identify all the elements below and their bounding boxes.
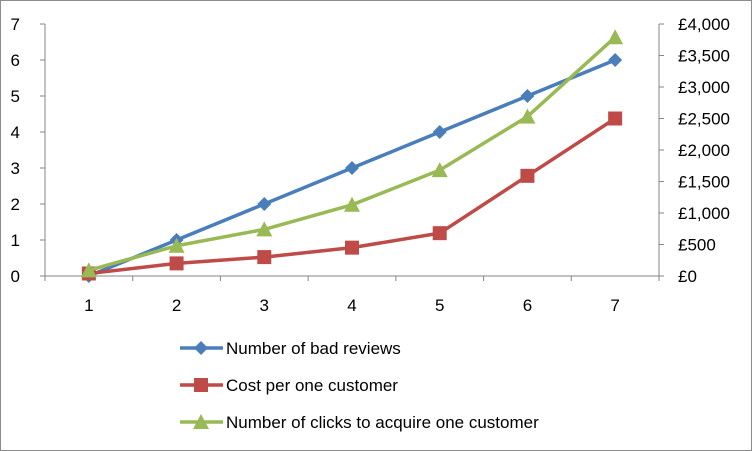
data-point-square (432, 226, 447, 241)
y-right-tick-label: £4,000 (678, 15, 730, 34)
data-point-triangle (431, 162, 448, 178)
y-left-tick-label: 7 (11, 15, 20, 34)
y-right-tick-label: £2,000 (678, 141, 730, 160)
legend-marker-triangle (193, 414, 209, 429)
legend-label: Number of clicks to acquire one customer (226, 413, 539, 432)
x-tick-label: 6 (523, 296, 532, 315)
data-point-triangle (80, 262, 97, 278)
series-2 (81, 111, 623, 281)
data-point-square (169, 256, 184, 271)
data-point-diamond (608, 53, 623, 67)
y-left-tick-label: 3 (11, 159, 20, 178)
y-left-tick-label: 5 (11, 87, 20, 106)
legend-marker-square (194, 378, 208, 392)
x-tick-label: 3 (260, 296, 269, 315)
y-right-tick-label: £1,500 (678, 173, 730, 192)
y-left-tick-label: 4 (11, 123, 20, 142)
data-point-triangle (256, 221, 273, 237)
x-tick-label: 5 (435, 296, 444, 315)
y-left-tick-label: 6 (11, 51, 20, 70)
x-tick-label: 1 (84, 296, 93, 315)
x-tick-label: 4 (347, 296, 356, 315)
legend-entry: Number of bad reviews (180, 339, 401, 358)
y-right-tick-label: £3,000 (678, 78, 730, 97)
data-point-diamond (345, 161, 359, 175)
x-tick-label: 7 (610, 296, 619, 315)
data-point-diamond (257, 197, 272, 211)
axes: 0 1 2 3 4 5 6 7 £0 £500 £1,000 £1,500 £2,000 £2,500 £3… (11, 15, 730, 315)
y-right-tick-label: £2,500 (678, 110, 730, 129)
data-point-diamond (432, 125, 447, 139)
legend-entry: Number of clicks to acquire one customer (180, 413, 539, 432)
legend-label: Number of bad reviews (226, 339, 401, 358)
data-point-square (520, 168, 535, 183)
series-3 (80, 29, 624, 278)
data-point-triangle (607, 29, 624, 45)
y-left-tick-label: 0 (11, 267, 20, 286)
legend-entry: Cost per one customer (180, 376, 398, 395)
y-right-tick-label: £0 (678, 267, 697, 286)
legend-marker-diamond (194, 341, 208, 355)
series-lines (80, 29, 624, 283)
data-point-triangle (168, 237, 185, 253)
y-left-tick-label: 1 (11, 231, 20, 250)
series-line (88, 35, 617, 273)
legend-label: Cost per one customer (226, 376, 398, 395)
data-point-triangle (344, 196, 360, 212)
legend: Number of bad reviews Cost per one custom… (180, 339, 539, 432)
data-point-square (608, 111, 623, 126)
y-right-tick-label: £500 (678, 236, 716, 255)
y-right-tick-label: £1,000 (678, 204, 730, 223)
data-point-diamond (520, 89, 535, 103)
data-point-square (257, 250, 272, 265)
data-point-square (345, 240, 359, 255)
y-right-tick-label: £3,500 (678, 47, 730, 66)
y-left-tick-label: 2 (11, 195, 20, 214)
x-tick-label: 2 (172, 296, 181, 315)
data-point-triangle (519, 108, 536, 124)
